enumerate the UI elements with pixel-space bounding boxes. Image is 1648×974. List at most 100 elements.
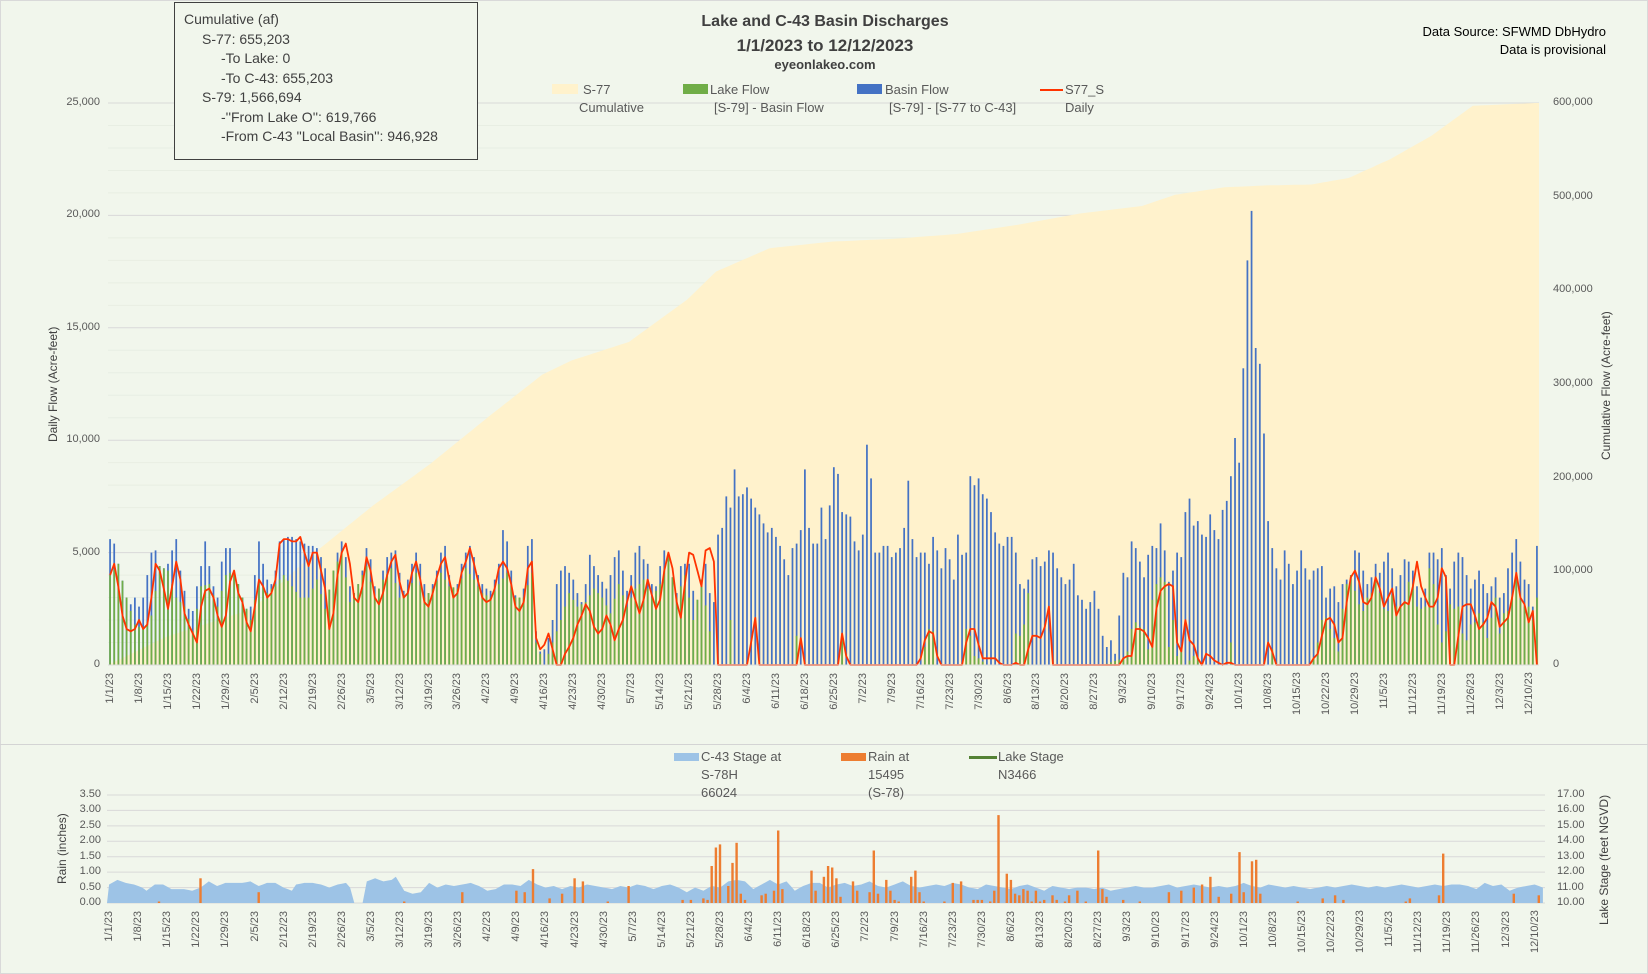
lake-flow-bar (311, 588, 314, 665)
x-tick-label: 6/4/23 (740, 673, 753, 704)
rain-bar (731, 862, 734, 903)
rain-bar (951, 882, 954, 903)
lake-flow-bar (1333, 638, 1336, 665)
lake-flow-bar (117, 563, 120, 665)
lake-flow-bar (109, 575, 111, 665)
basin-flow-bar (928, 563, 930, 665)
basin-flow-bar (1110, 640, 1112, 665)
lake-flow-bar (307, 597, 310, 665)
x-tick-label: 5/7/23 (625, 673, 638, 704)
basin-flow-bar (1134, 548, 1137, 665)
lake-flow-bar (1151, 599, 1154, 665)
lake-flow-bar (531, 572, 533, 665)
x-tick-label: 1/22/23 (190, 673, 203, 710)
x-tick-label: 2/5/23 (248, 673, 261, 704)
basin-flow-bar (837, 473, 839, 665)
lake-flow-bar (1163, 581, 1166, 665)
rain-bar (910, 876, 913, 903)
legend-label-c43-stage: C-43 Stage at (701, 749, 782, 764)
x-tick-label: 10/8/23 (1262, 673, 1275, 710)
basin-flow-bar (977, 478, 980, 665)
lake-flow-bar (299, 597, 302, 665)
lake-flow-bar (609, 613, 612, 665)
lake-flow-bar (597, 593, 599, 665)
legend-swatch-lake-flow (683, 84, 708, 94)
y-tick-label: 5,000 (72, 545, 100, 558)
lake-flow-bar (386, 574, 389, 665)
basin-flow-bar (1097, 608, 1100, 665)
lake-flow-bar (1118, 659, 1121, 665)
x-tick-label: 6/25/23 (827, 673, 840, 710)
basin-flow-bar (1225, 500, 1228, 665)
basin-flow-bar (547, 638, 550, 665)
rain-bar (1097, 850, 1100, 903)
basin-flow-bar (882, 545, 885, 665)
lower-x-tick-label: 10/15/23 (1295, 910, 1308, 953)
lake-flow-bar (1523, 606, 1526, 665)
lake-flow-bar (1391, 595, 1394, 665)
basin-flow-bar (878, 552, 881, 665)
lake-flow-bar (1325, 617, 1327, 665)
lake-flow-bar (547, 653, 550, 665)
lake-flow-bar (216, 606, 219, 665)
basin-flow-bar (1126, 577, 1129, 665)
basin-flow-bar (824, 539, 827, 665)
lake-flow-bar (1143, 629, 1145, 665)
y-tick-label: 10,000 (66, 433, 100, 446)
lower-x-tick-label: 3/19/23 (423, 911, 436, 948)
basin-flow-bar (1143, 577, 1145, 665)
basin-flow-bar (1329, 588, 1332, 665)
lake-flow-bar (167, 570, 169, 665)
basin-flow-bar (1217, 539, 1220, 665)
rain-bar (743, 899, 747, 903)
x-tick-label: 2/19/23 (306, 673, 319, 710)
cumulative-s77: S-77: 655,203 (202, 30, 290, 47)
legend-label-s77-cumulative-2: Cumulative (579, 100, 645, 115)
lake-flow-bar (258, 579, 260, 665)
lake-flow-bar (353, 593, 355, 665)
rain-bar (897, 901, 900, 903)
lake-flow-bar (460, 578, 463, 665)
basin-flow-bar (1296, 570, 1298, 665)
lake-flow-bar (349, 602, 351, 665)
lake-flow-bar (423, 597, 426, 665)
rain-bar (810, 870, 813, 903)
lower-y-tick-label: 1.00 (79, 865, 101, 878)
basin-flow-bar (812, 543, 815, 665)
basin-flow-bar (1101, 635, 1104, 665)
lake-flow-bar (150, 615, 153, 665)
basin-flow-bar (1031, 559, 1034, 665)
lake-flow-bar (576, 606, 579, 665)
rain-bar (1076, 890, 1079, 903)
basin-flow-bar (1035, 557, 1038, 665)
lower-x-tick-label: 2/12/23 (277, 911, 290, 948)
rain-bar (1038, 901, 1042, 903)
basin-flow-bar (1072, 563, 1075, 665)
rain-bar (760, 895, 763, 903)
basin-flow-bar (1287, 563, 1290, 665)
lake-flow-bar (601, 597, 604, 665)
x-tick-label: 4/30/23 (596, 673, 609, 710)
basin-flow-bar (961, 554, 963, 665)
basin-flow-bar (725, 496, 728, 665)
lower-x-tick-label: 12/10/23 (1528, 910, 1541, 953)
lake-flow-bar (415, 572, 417, 665)
basin-flow-bar (952, 579, 955, 665)
x-tick-label: 10/22/23 (1320, 672, 1332, 715)
lake-flow-bar (191, 631, 194, 665)
lower-x-tick-label: 5/28/23 (714, 911, 727, 948)
rain-bar (627, 886, 630, 903)
lake-flow-bar (241, 597, 244, 665)
basin-flow-bar (1085, 608, 1087, 665)
lower-y2-tick-label: 16.00 (1557, 803, 1585, 816)
rain-bar (993, 890, 996, 903)
lake-flow-bar (1126, 651, 1129, 665)
rain-bar (918, 892, 921, 903)
basin-flow-bar (1147, 554, 1150, 665)
lake-flow-bar (1122, 658, 1125, 665)
lake-flow-bar (568, 593, 571, 665)
x-tick-label: 2/12/23 (277, 673, 290, 710)
x-tick-label: 11/12/23 (1406, 672, 1419, 715)
lake-flow-bar (1172, 620, 1174, 665)
legend-label-lake-flow-2: [S-79] - Basin Flow (714, 100, 824, 115)
